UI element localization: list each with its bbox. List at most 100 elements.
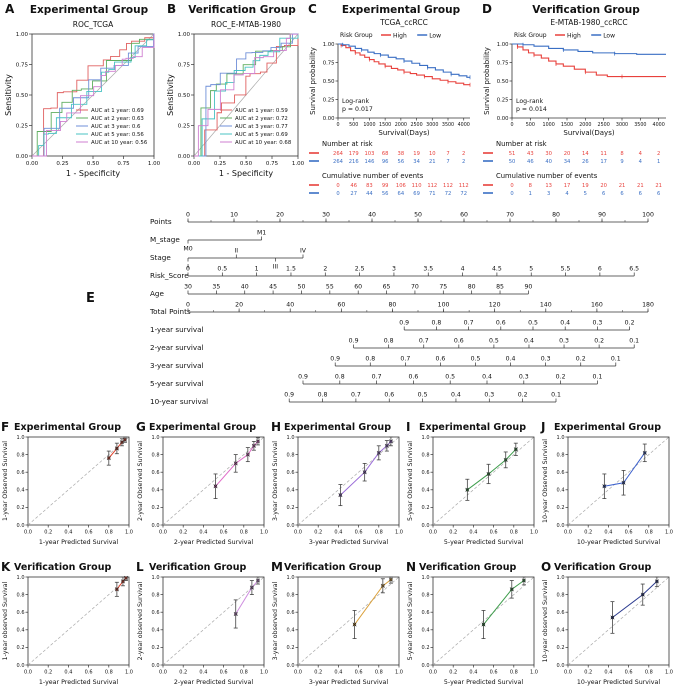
- table-value: 21: [429, 159, 436, 165]
- panel-title: Experimental Group: [149, 422, 256, 433]
- tick-label: 2: [323, 266, 327, 273]
- x-tick-label: 1.0: [125, 670, 133, 676]
- y-tick-label: 0.4: [287, 488, 295, 494]
- point-x-marker: [106, 456, 111, 461]
- tick-label: 0.2: [625, 320, 635, 327]
- y-tick-label: 0.4: [152, 628, 160, 634]
- point-x-marker: [481, 622, 486, 627]
- x-tick-label: 0.8: [645, 530, 653, 536]
- table-value: 146: [364, 159, 374, 165]
- tick-label: 3.5: [423, 266, 433, 273]
- table-value: 10: [429, 151, 436, 157]
- pvalue: p = 0.017: [342, 106, 373, 113]
- panel-letter: E: [86, 291, 95, 306]
- y-tick-label: 0.25: [178, 124, 191, 130]
- table-value: 71: [429, 191, 436, 197]
- y-axis-label: 10-year Observed Survival: [542, 439, 549, 523]
- tick-label: 60: [337, 302, 345, 309]
- pvalue: p = 0.014: [516, 106, 547, 113]
- table-title: Cumulative number of events: [496, 172, 598, 180]
- tick-label: I: [187, 264, 189, 271]
- plot-frame: [162, 576, 265, 666]
- panel-letter: B: [167, 2, 176, 16]
- x-tick-label: 0.6: [355, 670, 363, 676]
- y-tick-label: 0.0: [152, 663, 160, 669]
- y-tick-label: 0.75: [178, 63, 191, 69]
- y-tick-label: 1.0: [557, 435, 565, 441]
- row-label: Stage: [150, 253, 171, 262]
- tick-label: 20: [235, 302, 243, 309]
- table-value: 0: [510, 183, 513, 189]
- y-tick-label: 0.4: [17, 488, 25, 494]
- point-x-marker: [213, 484, 218, 489]
- table-value: 34: [564, 159, 571, 165]
- table-value: 179: [349, 151, 359, 157]
- tick-label: 40: [286, 302, 294, 309]
- x-tick-label: 0.2: [314, 670, 322, 676]
- x-tick-label: 0.4: [604, 530, 612, 536]
- y-axis-label: 5-year observed Survival: [407, 581, 414, 660]
- x-tick-label: 0.6: [625, 670, 633, 676]
- legend-label: AUC at 5 year: 0.56: [91, 132, 144, 138]
- y-tick-label: 0.6: [152, 470, 160, 476]
- x-axis-label: 2-year Predicted Survival: [174, 539, 253, 546]
- y-axis-label: 1-year observed Survival: [2, 581, 9, 660]
- calibration-chart: J Experimental Group 0.00.0 0.2 0.2 0.4 0.4 0.6…: [540, 420, 673, 546]
- tick-label: 0.2: [518, 392, 528, 399]
- point-x-marker: [654, 579, 659, 584]
- x-tick-label: 1.0: [530, 670, 538, 676]
- plot-frame: [162, 436, 265, 526]
- tick-label: 85: [496, 284, 504, 291]
- tick-label: 1.5: [286, 266, 296, 273]
- legend-label: AUC at 1 year: 0.69: [91, 108, 144, 114]
- x-tick-label: 4000: [458, 122, 470, 128]
- y-tick-label: 0.0: [422, 523, 430, 529]
- table-value: 4: [639, 159, 643, 165]
- panel-title: Experimental Group: [342, 4, 461, 16]
- y-tick-label: 0.8: [152, 452, 160, 458]
- roc-chart: A Experimental Group ROC_TCGA 0.000.00 0.25 0…: [4, 2, 161, 178]
- panel-letter: L: [136, 560, 144, 574]
- y-tick-label: 0.2: [422, 505, 430, 511]
- roc-curve: [194, 33, 298, 157]
- x-tick-label: 0.8: [510, 670, 518, 676]
- legend-label: AUC at 3 year: 0.6: [91, 124, 141, 130]
- x-tick-label: 3500: [634, 122, 646, 128]
- table-value: 112: [459, 183, 469, 189]
- km-curve: [338, 43, 470, 78]
- row-label: Risk_Score: [150, 271, 189, 280]
- point-x-marker: [380, 583, 385, 588]
- x-tick-label: 2500: [598, 122, 610, 128]
- tick-label: 4.5: [492, 266, 502, 273]
- panel-letter: O: [541, 560, 551, 574]
- y-tick-label: 0.2: [152, 505, 160, 511]
- y-tick-label: 0.2: [557, 645, 565, 651]
- table-value: 17: [564, 183, 571, 189]
- panel-letter: G: [136, 420, 146, 434]
- x-tick-label: 0.6: [220, 670, 228, 676]
- panel-cal-exp-3yr: H Experimental Group 0.0 0.0 0.2 0.2 0.4 0.4 0.6…: [270, 419, 405, 559]
- y-tick-label: 0.4: [557, 628, 565, 634]
- table-value: 0: [510, 191, 513, 197]
- y-tick-label: 0.4: [17, 628, 25, 634]
- point-x-marker: [642, 450, 647, 455]
- panel-letter: H: [271, 420, 281, 434]
- x-tick-label: 1.0: [260, 530, 268, 536]
- x-tick-label: 2000: [579, 122, 591, 128]
- ideal-line: [297, 436, 400, 526]
- plot-subtitle: ROC_E-MTAB-1980: [211, 20, 281, 29]
- y-tick-label: 1.0: [17, 435, 25, 441]
- y-tick-label: 0.8: [287, 452, 295, 458]
- panel-letter: N: [406, 560, 416, 574]
- x-axis-label: 10-year Predicted Survival: [577, 679, 660, 686]
- tick-label: 1: [255, 266, 259, 273]
- table-value: 68: [382, 151, 389, 157]
- x-tick-label: 0.4: [334, 530, 342, 536]
- y-axis-label: 5-year Observed Survival: [407, 441, 414, 521]
- tick-label: 3: [392, 266, 396, 273]
- x-tick-label: 0.4: [469, 530, 477, 536]
- tick-label: 55: [326, 284, 334, 291]
- tick-label: 90: [524, 284, 532, 291]
- x-tick-label: 1000: [543, 122, 555, 128]
- table-value: 64: [398, 191, 405, 197]
